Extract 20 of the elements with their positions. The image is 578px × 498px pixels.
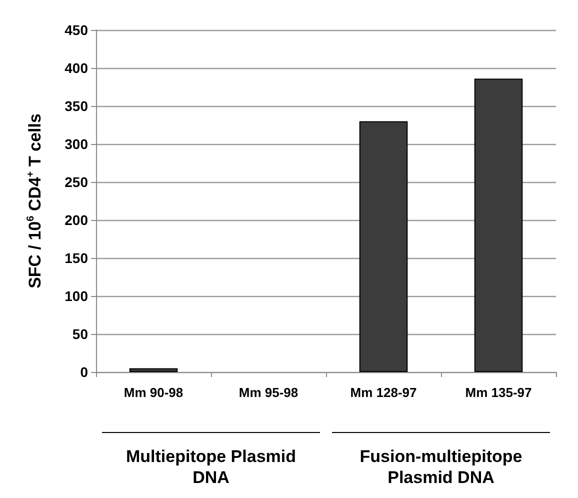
y-tick-label: 300	[64, 136, 88, 152]
x-tick-label: Mm 95-98	[238, 385, 298, 400]
bar	[474, 78, 523, 372]
x-tick-label: Mm 128-97	[350, 385, 417, 400]
x-tick-label: Mm 90-98	[124, 385, 184, 400]
y-tick-label: 250	[64, 174, 88, 190]
y-tick-label: 0	[80, 364, 88, 380]
text: Multiepitope Plasmid DNA	[124, 446, 298, 488]
y-tick-label: 50	[72, 326, 88, 342]
y-tick-label: 100	[64, 288, 88, 304]
y-tick-label: 350	[64, 98, 88, 114]
text: Fusion-multiepitope Plasmid DNA	[358, 446, 524, 488]
bar	[129, 368, 178, 372]
y-axis-title: SFC / 106 CD4+ T cells	[26, 114, 44, 288]
y-tick-label: 200	[64, 212, 88, 228]
bar	[359, 121, 408, 372]
x-tick-label: Mm 135-97	[465, 385, 532, 400]
y-tick-label: 450	[64, 22, 88, 38]
y-tick-label: 400	[64, 60, 88, 76]
y-tick-label: 150	[64, 250, 88, 266]
